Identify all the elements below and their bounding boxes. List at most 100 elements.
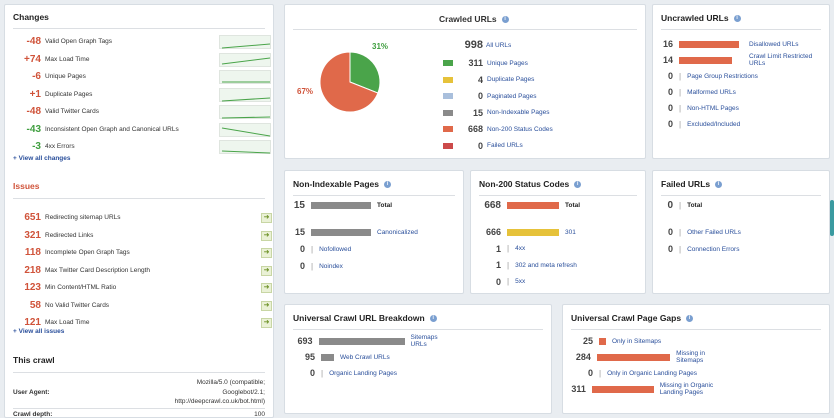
info-icon[interactable]: i <box>383 180 391 188</box>
arrow-right-icon[interactable]: ➜ <box>261 265 272 276</box>
issue-value: 218 <box>24 264 41 276</box>
uncrawled-row: 16 Disallowed URLs <box>659 38 829 50</box>
issue-row[interactable]: 121 Max Load Time ➜ <box>17 314 273 332</box>
breakdown-row: 693 Sitemaps URLs <box>291 334 451 348</box>
issue-row[interactable]: 58 No Valid Twitter Cards ➜ <box>17 297 273 315</box>
info-icon[interactable]: i <box>686 314 694 322</box>
arrow-right-icon[interactable]: ➜ <box>261 283 272 293</box>
change-label: Duplicate Pages <box>45 90 93 98</box>
issue-row[interactable]: 123 Min Content/HTML Ratio ➜ <box>17 279 273 297</box>
uncrawled-row-value: 16 <box>662 39 673 49</box>
issue-value: 121 <box>24 317 41 329</box>
nonidx-total-row: 15 Total <box>291 199 392 211</box>
change-label: Max Load Time <box>45 55 90 63</box>
divider: | <box>507 244 510 253</box>
info-icon[interactable]: i <box>715 180 723 188</box>
crawled-total-row: 998 All URLs <box>435 39 512 51</box>
failed-total-value: 0 <box>667 199 673 211</box>
issue-row[interactable]: 218 Max Twitter Card Description Length ➜ <box>17 262 273 280</box>
uncrawled-row-link[interactable]: Malformed URLs <box>687 88 736 96</box>
arrow-right-icon[interactable]: ➜ <box>261 318 272 328</box>
value-bar <box>599 337 606 345</box>
uncrawled-title: Uncrawled URLs <box>661 13 729 23</box>
issue-row[interactable]: 651 Redirecting sitemap URLs ➜ <box>17 209 273 227</box>
arrow-right-icon[interactable]: ➜ <box>261 248 272 258</box>
view-all-issues-link[interactable]: + View all issues <box>13 328 65 335</box>
info-icon[interactable]: i <box>733 14 741 22</box>
breakdown-row-link[interactable]: Organic Landing Pages <box>329 369 398 377</box>
crawled-link[interactable]: Non-Indexable Pages <box>487 109 550 116</box>
change-row[interactable]: +1 Duplicate Pages <box>17 86 273 103</box>
divider: | <box>679 227 682 237</box>
gaps-row-link[interactable]: Missing in Organic Landing Pages <box>659 382 714 396</box>
pie-slice[interactable] <box>349 51 381 94</box>
arrow-right-icon[interactable]: ➜ <box>261 300 272 311</box>
non-200-title: Non-200 Status Codes <box>479 179 570 189</box>
left-panel: Changes -48 Valid Open Graph Tags +74 Max L… <box>4 4 274 418</box>
gaps-row-link[interactable]: Only in Sitemaps <box>612 337 662 345</box>
issue-value: 118 <box>24 247 41 259</box>
non200-row-value: 1 <box>495 260 501 270</box>
uncrawled-row-link[interactable]: Page Group Restrictions <box>687 72 758 80</box>
arrow-right-icon[interactable]: ➜ <box>261 230 272 241</box>
crawled-link[interactable]: Unique Pages <box>487 59 528 67</box>
issue-row[interactable]: 118 Incomplete Open Graph Tags ➜ <box>17 244 273 262</box>
issue-value: 58 <box>29 299 41 311</box>
change-label: Inconsistent Open Graph and Canonical UR… <box>45 125 179 133</box>
info-icon[interactable]: i <box>429 314 437 322</box>
info-icon[interactable]: i <box>574 180 582 188</box>
view-all-changes-link[interactable]: + View all changes <box>13 155 71 162</box>
crawled-link[interactable]: Paginated Pages <box>487 92 537 100</box>
change-row[interactable]: -6 Unique Pages <box>17 68 273 85</box>
issue-row[interactable]: 321 Redirected Links ➜ <box>17 227 273 245</box>
breakdown-row-link[interactable]: Sitemaps URLs <box>410 334 438 348</box>
legend-swatch <box>443 76 453 83</box>
info-icon[interactable]: i <box>501 15 509 23</box>
uncrawled-row-link[interactable]: Non-HTML Pages <box>687 104 739 112</box>
nonidx-row: 0 | Nofollowed <box>291 243 451 255</box>
uncrawled-row-link[interactable]: Excluded/Included <box>687 120 741 128</box>
change-row[interactable]: -3 4xx Errors <box>17 138 273 155</box>
nonidx-row-link[interactable]: Canonicalized <box>377 228 418 236</box>
crawl-breakdown-panel: Universal Crawl URL Breakdown i 693 Sitema… <box>284 304 552 414</box>
crawled-row: 668 Non-200 Status Codes <box>443 123 553 135</box>
failed-row-link[interactable]: Other Failed URLs <box>687 228 741 236</box>
scroll-handle[interactable] <box>830 200 834 236</box>
crawled-link[interactable]: Duplicate Pages <box>487 76 535 83</box>
gaps-row-link[interactable]: Only in Organic Landing Pages <box>607 369 698 377</box>
legend-swatch <box>443 126 453 132</box>
gaps-row-link[interactable]: Missing in Sitemaps <box>676 350 706 364</box>
change-row[interactable]: +74 Max Load Time <box>17 51 273 68</box>
failed-row-link[interactable]: Connection Errors <box>687 245 740 253</box>
pie-label-orange: 67% <box>297 87 314 96</box>
change-row[interactable]: -48 Valid Twitter Cards <box>17 103 273 120</box>
change-row[interactable]: -48 Valid Open Graph Tags <box>17 33 273 50</box>
non200-row: 0 | 5xx <box>477 276 637 288</box>
crawled-link[interactable]: Failed URLs <box>487 142 523 149</box>
non200-row-link[interactable]: 4xx <box>515 245 526 252</box>
divider: | <box>679 71 682 81</box>
pie-slice[interactable] <box>319 51 379 113</box>
uncrawled-row-link[interactable]: Disallowed URLs <box>749 40 799 48</box>
non200-row-link[interactable]: 302 and meta refresh <box>515 261 577 269</box>
change-label: 4xx Errors <box>45 143 75 150</box>
change-value: +74 <box>24 53 41 65</box>
change-label: Valid Twitter Cards <box>45 108 99 115</box>
crawled-link[interactable]: Non-200 Status Codes <box>487 125 553 133</box>
sparkline-chart <box>219 105 271 119</box>
breakdown-row-value: 95 <box>304 352 315 362</box>
legend-swatch <box>443 142 453 149</box>
nonidx-row-link[interactable]: Noindex <box>319 262 343 270</box>
crawled-total-link[interactable]: All URLs <box>486 41 512 49</box>
failed-total-label: Total <box>687 201 703 209</box>
breakdown-row-link[interactable]: Web Crawl URLs <box>340 353 390 361</box>
arrow-right-icon[interactable]: ➜ <box>261 213 272 223</box>
non200-row: 666 301 <box>477 226 637 238</box>
non200-row-link[interactable]: 301 <box>565 228 576 236</box>
sparkline-chart <box>219 52 271 67</box>
non200-row-link[interactable]: 5xx <box>515 278 526 285</box>
legend-swatch <box>443 60 453 66</box>
uncrawled-row-link[interactable]: Crawl Limit Restricted URLs <box>749 53 813 67</box>
nonidx-row-link[interactable]: Nofollowed <box>319 245 352 253</box>
change-row[interactable]: -43 Inconsistent Open Graph and Canonical… <box>17 121 273 138</box>
